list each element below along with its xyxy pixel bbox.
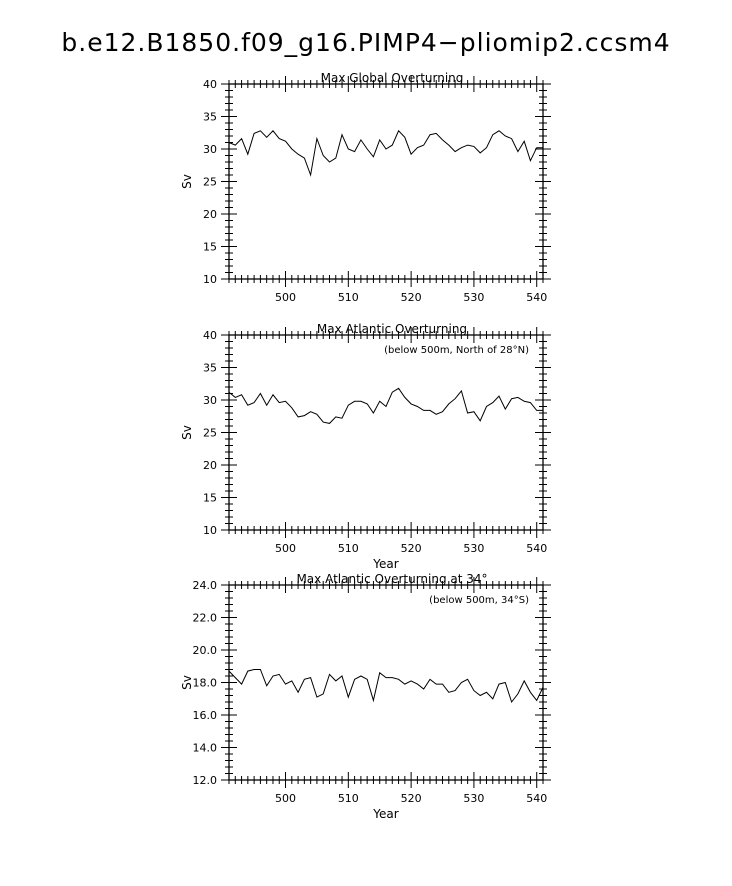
y-tick-label: 18.0: [193, 677, 218, 690]
x-tick-label: 520: [401, 291, 422, 304]
y-tick-label: 22.0: [193, 612, 218, 625]
x-tick-label: 520: [401, 792, 422, 805]
x-tick-label: 500: [275, 291, 296, 304]
y-tick-label: 30: [203, 143, 217, 156]
y-tick-label: 20: [203, 208, 217, 221]
x-axis-label: Year: [372, 557, 398, 571]
y-tick-label: 14.0: [193, 742, 218, 755]
chart-panel-atlantic: 500 510 520 530 540 10 15 20 25 30 35 40 Sv Year Max A…: [180, 322, 551, 571]
plot-frame: [228, 83, 544, 280]
chart-annotation: (below 500m, 34°S): [429, 595, 529, 606]
y-tick-label: 25: [203, 176, 217, 189]
y-tick-label: 30: [203, 394, 217, 407]
x-tick-label: 510: [338, 542, 359, 555]
x-tick-label: 540: [526, 542, 547, 555]
series-line: [228, 129, 543, 177]
y-tick-label: 15: [203, 492, 217, 505]
x-tick-label: 510: [338, 792, 359, 805]
x-tick-label: 530: [463, 542, 484, 555]
y-tick-label: 10: [203, 273, 217, 286]
x-tick-label: 500: [275, 542, 296, 555]
y-tick-label: 35: [203, 362, 217, 375]
y-tick-label: 25: [203, 427, 217, 440]
series-line: [228, 387, 543, 424]
chart-title: Max Global Overturning: [321, 71, 464, 85]
y-tick-label: 24.0: [193, 579, 218, 592]
y-tick-label: 12.0: [193, 774, 218, 787]
y-axis-label: Sv: [180, 675, 194, 690]
x-tick-label: 530: [463, 792, 484, 805]
chart-title: Max Atlantic Overturning at 34°: [296, 572, 487, 586]
x-tick-label: 500: [275, 792, 296, 805]
x-tick-label: 510: [338, 291, 359, 304]
y-tick-label: 20: [203, 459, 217, 472]
plot-frame: [228, 584, 544, 781]
y-tick-label: 15: [203, 241, 217, 254]
plot-frame: [228, 334, 544, 531]
x-tick-label: 530: [463, 291, 484, 304]
x-axis-label: Year: [372, 807, 398, 821]
y-tick-label: 20.0: [193, 644, 218, 657]
x-tick-label: 540: [526, 291, 547, 304]
y-tick-label: 40: [203, 329, 217, 342]
x-tick-label: 520: [401, 542, 422, 555]
figure-title: b.e12.B1850.f09_g16.PIMP4−pliomip2.ccsm4: [61, 28, 671, 57]
y-axis-label: Sv: [180, 425, 194, 440]
y-axis-label: Sv: [180, 174, 194, 189]
chart-panel-atlantic-34: 500 510 520 530 540 12.0 14.0 16.0 18.0 20.0 22.0 2…: [180, 572, 551, 821]
y-tick-label: 40: [203, 78, 217, 91]
chart-annotation: (below 500m, North of 28°N): [384, 345, 529, 356]
y-tick-label: 35: [203, 111, 217, 124]
y-tick-label: 10: [203, 524, 217, 537]
x-tick-label: 540: [526, 792, 547, 805]
series-line: [228, 669, 544, 704]
y-tick-label: 16.0: [193, 709, 218, 722]
chart-title: Max Atlantic Overturning: [317, 322, 467, 336]
chart-panel-global: 500 510 520 530 540 10 15 20 25 30 35 40 Sv Max Globa…: [180, 71, 551, 304]
